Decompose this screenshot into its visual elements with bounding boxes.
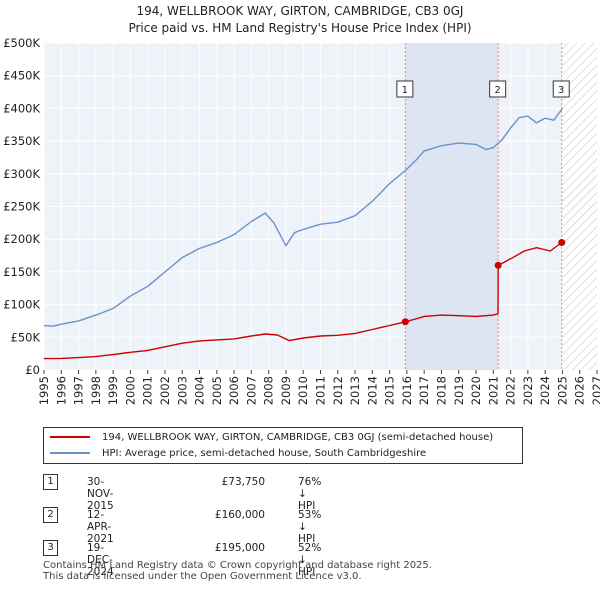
x-tick-label: 2023 (521, 376, 535, 405)
legend-entry-property: 194, WELLBROOK WAY, GIRTON, CAMBRIDGE, C… (50, 430, 493, 444)
sale-point (558, 238, 566, 246)
x-tick-label: 2000 (123, 376, 137, 405)
y-tick-label: £450K (3, 69, 40, 83)
sale-hpi-diff: 52% ↓ HPI (298, 542, 322, 578)
x-tick-label: 2010 (296, 376, 310, 405)
x-tick-label: 2014 (365, 376, 379, 405)
x-tick-label: 2016 (400, 376, 414, 405)
sale-label-box (396, 80, 414, 98)
y-tick-label: £150K (3, 265, 40, 279)
x-tick-label: 2017 (417, 376, 431, 405)
x-tick-label: 2015 (383, 376, 397, 405)
chart-subtitle: Price paid vs. HM Land Registry's House … (128, 21, 472, 35)
x-tick-label: 1997 (72, 376, 86, 405)
sale-label-number: 3 (558, 85, 564, 96)
y-tick-label: £300K (3, 167, 40, 181)
footer-attribution: Contains HM Land Registry data © Crown c… (43, 560, 432, 582)
sale-date: 19-DEC-2024 (87, 542, 114, 578)
legend-swatch-property (50, 436, 90, 438)
price-chart: 1 2 3 £0 £50K £100K £150K £200K £250K £300K £350K… (3, 36, 600, 405)
x-tick-label: 2022 (504, 376, 518, 405)
x-tick-label: 1998 (89, 376, 103, 405)
legend-label-property: 194, WELLBROOK WAY, GIRTON, CAMBRIDGE, C… (102, 431, 494, 443)
x-tick-label: 2002 (158, 376, 172, 405)
sale-number-badge: 2 (43, 507, 58, 523)
x-tick-label: 1995 (37, 376, 51, 405)
x-tick-label: 2001 (141, 376, 155, 405)
x-tick-label: 2004 (193, 376, 207, 405)
x-tick-label: 2018 (434, 376, 448, 405)
y-tick-label: £0 (25, 363, 40, 377)
x-tick-label: 2008 (262, 376, 276, 405)
x-tick-label: 2025 (555, 376, 569, 405)
y-tick-label: £400K (3, 101, 40, 115)
chart-legend: 194, WELLBROOK WAY, GIRTON, CAMBRIDGE, C… (43, 427, 523, 464)
sale-period-band (405, 43, 499, 370)
footer-line-copyright: Contains HM Land Registry data © Crown c… (43, 560, 432, 571)
y-tick-label: £100K (3, 298, 40, 312)
x-tick-label: 2013 (348, 376, 362, 405)
x-tick-label: 2011 (314, 376, 328, 405)
sale-number-badge: 1 (43, 474, 58, 490)
x-tick-label: 2027 (590, 376, 600, 405)
sale-price: £73,750 (221, 476, 265, 488)
sale-point (494, 261, 502, 269)
x-tick-label: 2003 (175, 376, 189, 405)
sale-number-badge: 3 (43, 540, 58, 556)
x-tick-label: 2009 (279, 376, 293, 405)
legend-label-hpi: HPI: Average price, semi-detached house,… (102, 447, 427, 459)
chart-title: 194, WELLBROOK WAY, GIRTON, CAMBRIDGE, C… (136, 4, 464, 18)
x-tick-label: 2024 (538, 376, 552, 405)
sale-label-box (489, 80, 507, 98)
x-tick-label: 2019 (452, 376, 466, 405)
sale-price: £160,000 (214, 509, 265, 521)
sale-label-number: 1 (402, 85, 408, 96)
x-tick-label: 2012 (331, 376, 345, 405)
sale-label-box (552, 80, 570, 98)
series-line-hpi (43, 107, 563, 327)
sale-date: 12-APR-2021 (87, 509, 114, 545)
y-tick-label: £200K (3, 232, 40, 246)
sale-hpi-diff: 76% ↓ HPI (298, 476, 322, 512)
sale-hpi-diff: 53% ↓ HPI (298, 509, 322, 545)
x-tick-label: 2007 (244, 376, 258, 405)
x-tick-label: 2005 (210, 376, 224, 405)
sale-date: 30-NOV-2015 (87, 476, 114, 512)
sale-label-number: 2 (494, 85, 500, 96)
x-tick-label: 2026 (573, 376, 587, 405)
x-tick-label: 1999 (106, 376, 120, 405)
y-tick-label: £500K (3, 36, 40, 50)
sale-point (401, 318, 409, 326)
footer-line-licence: This data is licensed under the Open Gov… (43, 571, 362, 582)
x-tick-label: 2020 (469, 376, 483, 405)
x-tick-label: 2021 (486, 376, 500, 405)
legend-swatch-hpi (50, 452, 90, 454)
y-tick-label: £250K (3, 200, 40, 214)
sale-price: £195,000 (214, 542, 265, 554)
y-tick-label: £350K (3, 134, 40, 148)
x-tick-label: 2006 (227, 376, 241, 405)
x-tick-label: 1996 (54, 376, 68, 405)
legend-entry-hpi: HPI: Average price, semi-detached house,… (50, 446, 426, 460)
y-tick-label: £50K (11, 330, 41, 344)
